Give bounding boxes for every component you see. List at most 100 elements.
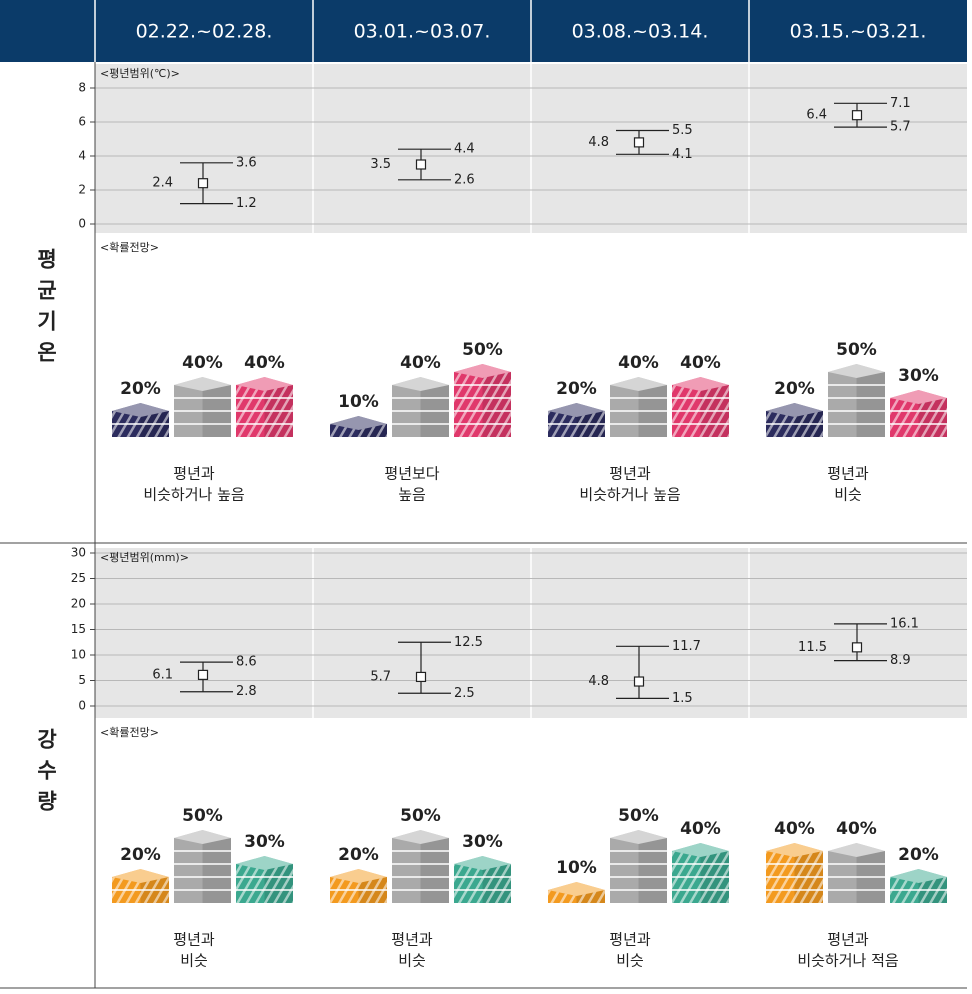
stack-front (828, 372, 885, 437)
stack-shade (420, 838, 449, 903)
percent-label: 20% (774, 379, 815, 399)
probability-stack (236, 856, 293, 903)
range-title: <평년범위(℃)> (100, 67, 180, 80)
percent-label: 40% (182, 353, 223, 373)
stack-top-light (890, 390, 947, 404)
probability-stack (392, 377, 449, 437)
stack-top-light (174, 830, 231, 844)
percent-label: 30% (462, 832, 503, 852)
percent-label: 30% (898, 366, 939, 386)
probability-stack (174, 830, 231, 903)
outlook-text: 비슷 (834, 486, 862, 504)
outlook-text: 평년보다 (384, 465, 439, 483)
percent-label: 50% (400, 806, 441, 826)
percent-label: 30% (244, 832, 285, 852)
mean-label: 11.5 (798, 640, 827, 655)
y-tick-label: 25 (71, 571, 86, 585)
outlook-text: 비슷 (180, 952, 208, 970)
week-label: 03.01.~03.07. (354, 21, 491, 43)
outlook-text: 비슷 (398, 952, 426, 970)
stack-stripes (236, 864, 293, 903)
outlook-text: 평년과 (827, 931, 869, 949)
stack-stripes (454, 864, 511, 903)
stack-top-light (454, 364, 511, 378)
percent-label: 20% (556, 379, 597, 399)
probability-stack (766, 403, 823, 437)
y-tick-label: 2 (78, 183, 86, 197)
stack-stripes (548, 890, 605, 903)
stack-top-light (112, 869, 169, 883)
stack-top-light (890, 869, 947, 883)
stack-top-light (672, 843, 729, 857)
probability-stack (672, 377, 729, 437)
probability-stack (112, 869, 169, 903)
high-label: 5.5 (672, 123, 693, 138)
y-tick-label: 5 (78, 673, 86, 687)
outlook-title: <확률전망> (100, 241, 159, 254)
header-bar (0, 0, 967, 62)
mean-marker (415, 159, 427, 170)
stack-top-light (766, 843, 823, 857)
stack-top-light (766, 403, 823, 417)
probability-stack (454, 364, 511, 437)
low-label: 1.2 (236, 196, 257, 211)
range-title: <평년범위(mm)> (100, 551, 189, 564)
stack-top-light (392, 377, 449, 391)
outlook-title: <확률전망> (100, 726, 159, 739)
stack-shade (202, 838, 231, 903)
outlook-text: 높음 (398, 486, 426, 504)
high-label: 7.1 (890, 96, 911, 111)
outlook-text: 평년과 (609, 465, 651, 483)
y-tick-label: 4 (78, 149, 86, 163)
percent-label: 40% (618, 353, 659, 373)
percent-label: 40% (680, 353, 721, 373)
percent-label: 10% (556, 858, 597, 878)
percent-label: 20% (120, 845, 161, 865)
high-label: 16.1 (890, 616, 919, 631)
stack-top-light (548, 882, 605, 896)
mean-marker (633, 676, 645, 687)
mean-marker (633, 137, 645, 148)
percent-label: 40% (774, 819, 815, 839)
mean-marker (851, 110, 863, 121)
y-tick-label: 30 (71, 546, 86, 560)
percent-label: 50% (462, 340, 503, 360)
mean-label: 4.8 (588, 674, 609, 689)
probability-stack (890, 390, 947, 437)
low-label: 5.7 (890, 120, 911, 135)
mean-label: 2.4 (152, 176, 173, 191)
section-label: 평균기온 (34, 248, 58, 372)
percent-label: 20% (898, 845, 939, 865)
probability-stack (112, 403, 169, 437)
stack-top-light (174, 377, 231, 391)
stack-top-light (828, 364, 885, 378)
y-tick-label: 0 (78, 217, 86, 231)
probability-stack (890, 869, 947, 903)
stack-shade (638, 838, 667, 903)
outlook-text: 비슷 (616, 952, 644, 970)
stack-top-light (548, 403, 605, 417)
y-tick-label: 10 (71, 648, 86, 662)
mean-marker (197, 669, 209, 680)
low-label: 8.9 (890, 653, 911, 668)
y-tick-label: 6 (78, 115, 86, 129)
y-tick-label: 15 (71, 622, 86, 636)
y-tick-label: 20 (71, 597, 86, 611)
stack-front (174, 838, 231, 903)
percent-label: 40% (680, 819, 721, 839)
percent-label: 40% (836, 819, 877, 839)
stack-top-light (112, 403, 169, 417)
stack-top-light (672, 377, 729, 391)
low-label: 4.1 (672, 147, 693, 162)
outlook-text: 비슷하거나 적음 (797, 952, 898, 970)
probability-stack (610, 830, 667, 903)
outlook-text: 평년과 (173, 931, 215, 949)
high-label: 12.5 (454, 635, 483, 650)
probability-stack (548, 882, 605, 903)
mean-label: 3.5 (370, 157, 391, 172)
high-label: 8.6 (236, 655, 257, 670)
week-label: 03.08.~03.14. (572, 21, 709, 43)
probability-stack (672, 843, 729, 903)
percent-label: 20% (338, 845, 379, 865)
low-label: 2.5 (454, 686, 475, 701)
